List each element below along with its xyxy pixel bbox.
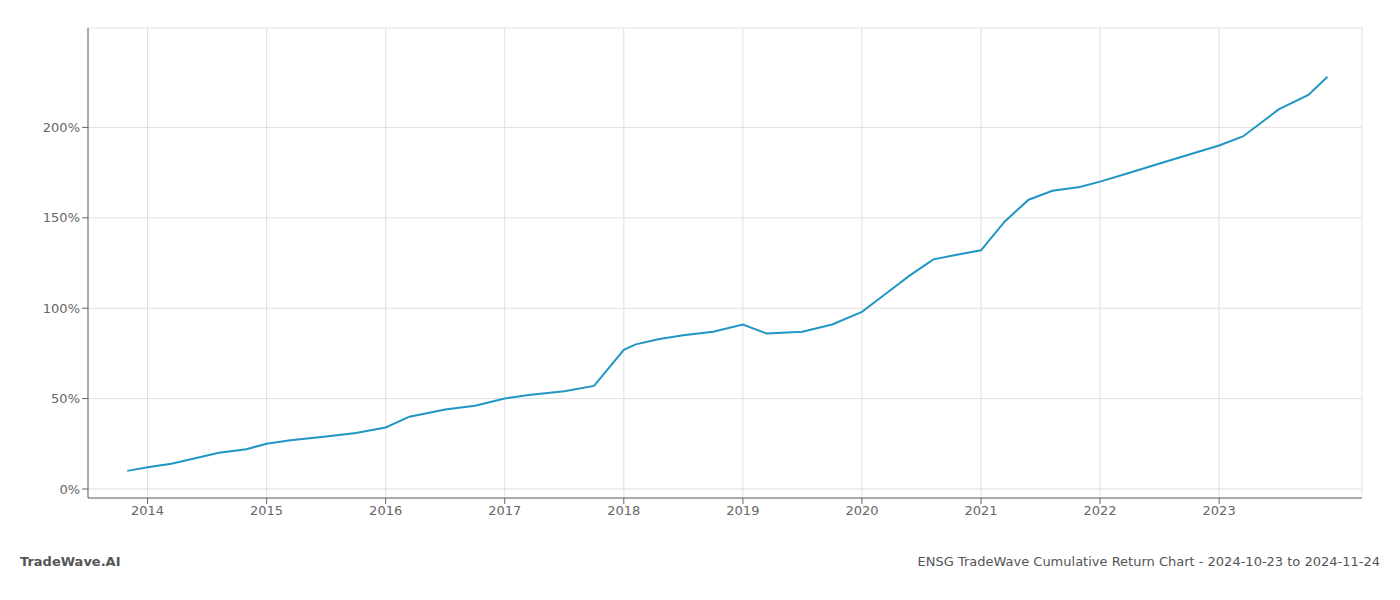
svg-text:100%: 100% (43, 301, 80, 316)
svg-text:2020: 2020 (845, 503, 878, 518)
html-text:ENSG TradeWave Cumulative Retu: ENSG TradeWave Cumulative Return Chart -… (917, 554, 1380, 569)
svg-text:2023: 2023 (1203, 503, 1236, 518)
svg-text:2017: 2017 (488, 503, 521, 518)
svg-text:2014: 2014 (131, 503, 164, 518)
svg-text:0%: 0% (59, 482, 80, 497)
svg-text:150%: 150% (43, 210, 80, 225)
svg-text:2021: 2021 (964, 503, 997, 518)
svg-text:200%: 200% (43, 120, 80, 135)
svg-text:2018: 2018 (607, 503, 640, 518)
html-text:TradeWave.AI: TradeWave.AI (20, 554, 121, 569)
svg-text:2019: 2019 (726, 503, 759, 518)
svg-text:2022: 2022 (1084, 503, 1117, 518)
svg-text:2015: 2015 (250, 503, 283, 518)
svg-text:50%: 50% (51, 391, 80, 406)
svg-text:2016: 2016 (369, 503, 402, 518)
